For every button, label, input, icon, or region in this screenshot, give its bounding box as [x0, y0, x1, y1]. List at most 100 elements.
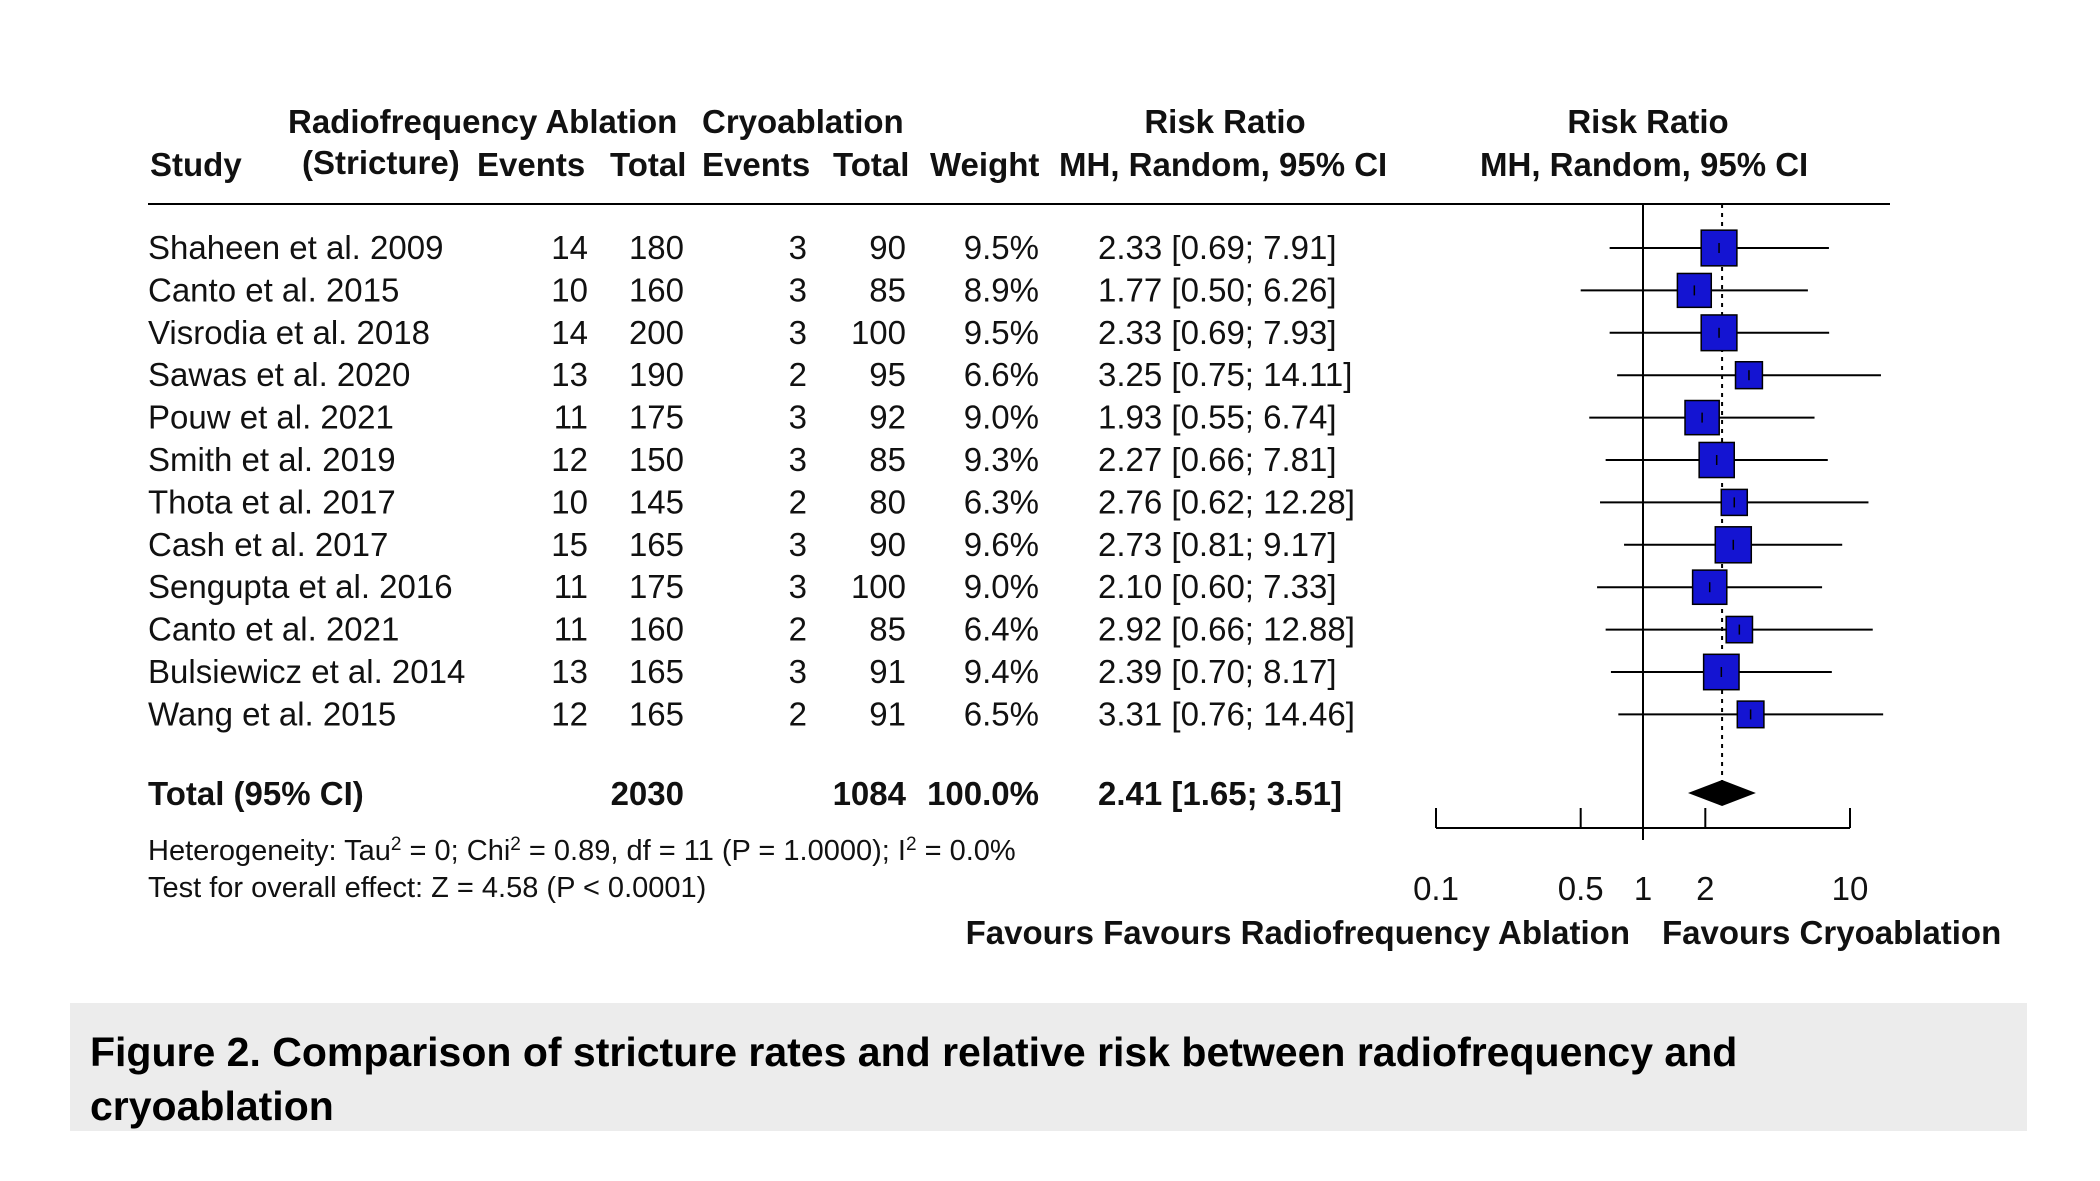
total-label: Total (95% CI)	[148, 775, 364, 812]
weight-value: 6.3%	[964, 483, 1039, 520]
total-cryo: 90	[869, 526, 906, 563]
study-name: Pouw et al. 2021	[148, 399, 394, 436]
total-cryo: 100	[851, 568, 906, 605]
x-axis-tick-label: 0.1	[1413, 870, 1459, 907]
total-rfa: 180	[629, 229, 684, 266]
effect-square	[1691, 569, 1728, 606]
study-name: Cash et al. 2017	[148, 526, 388, 563]
figure-caption: Figure 2. Comparison of stricture rates …	[90, 1029, 1738, 1129]
events-cryo: 3	[789, 314, 807, 351]
weight-value: 9.4%	[964, 653, 1039, 690]
header-events-cryo: Events	[702, 146, 810, 183]
events-cryo: 3	[789, 441, 807, 478]
events-rfa: 15	[551, 526, 588, 563]
risk-ratio-ci: 2.33 [0.69; 7.91]	[1098, 229, 1337, 266]
header-group1-sub: (Stricture)	[302, 144, 460, 181]
events-rfa: 13	[551, 356, 588, 393]
risk-ratio-ci: 2.76 [0.62; 12.28]	[1098, 483, 1355, 520]
study-name: Wang et al. 2015	[148, 695, 396, 732]
total-rfa: 150	[629, 441, 684, 478]
header-rr-method-plot: MH, Random, 95% CI	[1480, 146, 1808, 183]
events-rfa: 10	[551, 483, 588, 520]
total-rfa: 175	[629, 399, 684, 436]
events-rfa: 11	[554, 611, 588, 648]
total-cryo: 85	[869, 611, 906, 648]
risk-ratio-ci: 3.31 [0.76; 14.46]	[1098, 695, 1355, 732]
figure-caption-box: Figure 2. Comparison of stricture rates …	[70, 1003, 2027, 1131]
events-rfa: 10	[551, 271, 588, 308]
heterogeneity-text: Heterogeneity: Tau2 = 0; Chi2 = 0.89, df…	[148, 834, 1016, 868]
events-cryo: 3	[789, 229, 807, 266]
events-rfa: 14	[551, 229, 588, 266]
weight-value: 9.5%	[964, 314, 1039, 351]
x-axis-tick-label: 2	[1696, 870, 1714, 907]
header-group2: Cryoablation	[702, 103, 904, 140]
risk-ratio-ci: 2.27 [0.66; 7.81]	[1098, 441, 1337, 478]
study-name: Canto et al. 2015	[148, 271, 399, 308]
total-cryo: 80	[869, 483, 906, 520]
events-cryo: 2	[789, 356, 807, 393]
axis-label-left: Favours Favours Radiofrequency Ablation	[966, 914, 1630, 951]
events-rfa: 12	[551, 441, 588, 478]
weight-value: 9.3%	[964, 441, 1039, 478]
risk-ratio-ci: 2.73 [0.81; 9.17]	[1098, 526, 1337, 563]
weight-value: 8.9%	[964, 271, 1039, 308]
total-n-cryo: 1084	[833, 775, 907, 812]
events-cryo: 3	[789, 271, 807, 308]
risk-ratio-ci: 2.92 [0.66; 12.88]	[1098, 611, 1355, 648]
overall-effect-text: Test for overall effect: Z = 4.58 (P < 0…	[148, 872, 706, 904]
x-axis-tick-label: 10	[1832, 870, 1869, 907]
study-name: Sengupta et al. 2016	[148, 568, 453, 605]
pooled-diamond	[1688, 780, 1756, 806]
study-name: Thota et al. 2017	[148, 483, 396, 520]
total-rfa: 165	[629, 695, 684, 732]
total-rfa: 160	[629, 611, 684, 648]
x-axis-tick-label: 1	[1634, 870, 1652, 907]
header-rr-method: MH, Random, 95% CI	[1059, 146, 1387, 183]
risk-ratio-ci: 1.93 [0.55; 6.74]	[1098, 399, 1337, 436]
weight-value: 6.6%	[964, 356, 1039, 393]
events-rfa: 13	[551, 653, 588, 690]
total-cryo: 85	[869, 441, 906, 478]
total-rfa: 190	[629, 356, 684, 393]
events-rfa: 12	[551, 695, 588, 732]
header-group1: Radiofrequency Ablation	[288, 103, 677, 140]
events-rfa: 11	[554, 399, 588, 436]
forest-plot-svg: Radiofrequency Ablation Cryoablation Risk …	[148, 103, 2001, 951]
total-rfa: 145	[629, 483, 684, 520]
weight-value: 9.0%	[964, 568, 1039, 605]
weight-value: 6.4%	[964, 611, 1039, 648]
study-name: Sawas et al. 2020	[148, 356, 410, 393]
total-cryo: 91	[869, 695, 906, 732]
header-events-rfa: Events	[477, 146, 585, 183]
weight-value: 9.5%	[964, 229, 1039, 266]
study-name: Shaheen et al. 2009	[148, 229, 443, 266]
events-rfa: 14	[551, 314, 588, 351]
header-risk-ratio-plot: Risk Ratio	[1567, 103, 1728, 140]
axis-label-right: Favours Cryoablation	[1662, 914, 2001, 951]
events-cryo: 2	[789, 695, 807, 732]
total-cryo: 91	[869, 653, 906, 690]
events-cryo: 3	[789, 568, 807, 605]
weight-value: 9.6%	[964, 526, 1039, 563]
header-risk-ratio: Risk Ratio	[1144, 103, 1305, 140]
total-cryo: 100	[851, 314, 906, 351]
total-rfa: 200	[629, 314, 684, 351]
total-cryo: 95	[869, 356, 906, 393]
events-cryo: 3	[789, 399, 807, 436]
events-cryo: 2	[789, 611, 807, 648]
total-cryo: 85	[869, 271, 906, 308]
study-name: Bulsiewicz et al. 2014	[148, 653, 465, 690]
x-axis-tick-label: 0.5	[1558, 870, 1604, 907]
events-cryo: 3	[789, 526, 807, 563]
total-weight: 100.0%	[927, 775, 1039, 812]
events-rfa: 11	[554, 568, 588, 605]
weight-value: 6.5%	[964, 695, 1039, 732]
total-rfa: 160	[629, 271, 684, 308]
header-total-rfa: Total	[610, 146, 686, 183]
study-name: Smith et al. 2019	[148, 441, 396, 478]
effect-square	[1725, 615, 1754, 644]
header-total-cryo: Total	[833, 146, 909, 183]
total-rfa: 175	[629, 568, 684, 605]
total-rfa: 165	[629, 653, 684, 690]
